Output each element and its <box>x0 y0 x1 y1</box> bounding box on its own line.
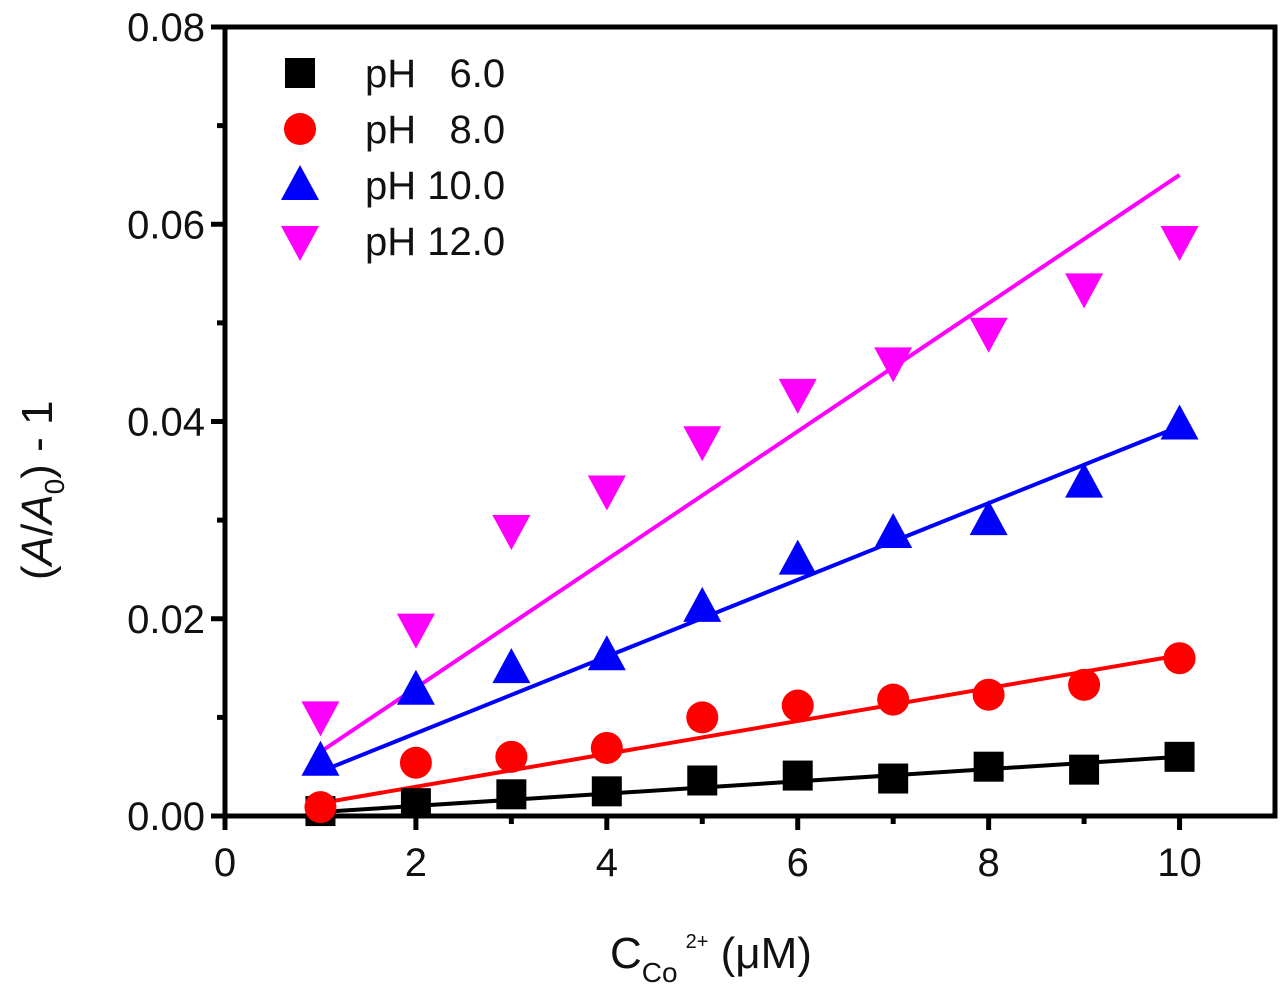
data-point <box>781 689 814 722</box>
legend-marker <box>281 226 319 261</box>
data-point <box>687 765 718 796</box>
data-point <box>1164 741 1195 772</box>
x-tick-label: 8 <box>978 841 1000 885</box>
x-axis-label: CCo2+ (μM) <box>610 929 812 988</box>
data-point <box>683 426 722 462</box>
data-point <box>1160 404 1199 440</box>
data-point <box>400 788 431 819</box>
y-tick-label: 0.06 <box>127 203 205 247</box>
data-point <box>301 701 340 737</box>
data-point <box>874 512 913 548</box>
data-point <box>1160 226 1199 262</box>
data-point <box>969 317 1008 353</box>
data-point <box>587 635 626 671</box>
data-point <box>1068 668 1101 701</box>
data-point <box>877 683 910 716</box>
data-point <box>683 586 722 622</box>
x-tick-label: 0 <box>214 841 236 885</box>
data-point <box>492 648 531 684</box>
data-point <box>1163 642 1196 675</box>
y-tick-label: 0.02 <box>127 598 205 642</box>
fit-line <box>319 173 1181 754</box>
x-tick-label: 6 <box>787 841 809 885</box>
data-point <box>778 378 817 414</box>
data-point <box>686 701 719 734</box>
data-point <box>973 751 1004 782</box>
legend: pH 6.0 pH 8.0 pH 10.0 pH 12.0 <box>281 52 505 264</box>
legend-label: pH 10.0 <box>365 164 505 208</box>
data-point <box>972 678 1005 711</box>
data-point <box>492 514 531 550</box>
y-tick-label: 0.00 <box>127 795 205 839</box>
data-point <box>1069 754 1100 785</box>
data-point <box>399 746 432 779</box>
fit-line <box>319 424 1181 774</box>
data-point <box>778 539 817 575</box>
legend-marker <box>285 58 315 88</box>
data-points <box>301 226 1199 827</box>
fit-line <box>320 754 1180 815</box>
data-point <box>396 669 435 705</box>
x-tick-label: 10 <box>1157 841 1202 885</box>
data-point <box>301 740 340 776</box>
data-point <box>591 776 622 807</box>
data-point <box>969 500 1008 536</box>
y-tick-label: 0.04 <box>127 401 205 445</box>
data-point <box>495 740 528 773</box>
data-point <box>878 763 909 794</box>
data-point <box>874 347 913 383</box>
data-point <box>304 791 337 824</box>
legend-label: pH 8.0 <box>365 108 505 152</box>
x-tick-label: 2 <box>405 841 427 885</box>
legend-label: pH 12.0 <box>365 220 505 264</box>
data-point <box>1065 462 1104 498</box>
data-point <box>782 760 813 791</box>
legend-marker <box>284 113 316 145</box>
data-point <box>590 731 623 764</box>
legend-marker <box>281 165 319 200</box>
data-point <box>396 613 435 649</box>
legend-label: pH 6.0 <box>365 52 505 96</box>
axes: 0 2 4 6 8 10 0.00 0.02 0.04 0.06 0.08 <box>127 6 1278 885</box>
data-point <box>587 475 626 511</box>
data-point <box>496 779 527 810</box>
y-tick-label: 0.08 <box>127 6 205 50</box>
fit-lines <box>319 173 1181 815</box>
y-axis-label: (A/A0) - 1 <box>13 401 70 580</box>
x-tick-label: 4 <box>596 841 618 885</box>
data-point <box>1065 273 1104 309</box>
fit-line <box>320 653 1180 806</box>
